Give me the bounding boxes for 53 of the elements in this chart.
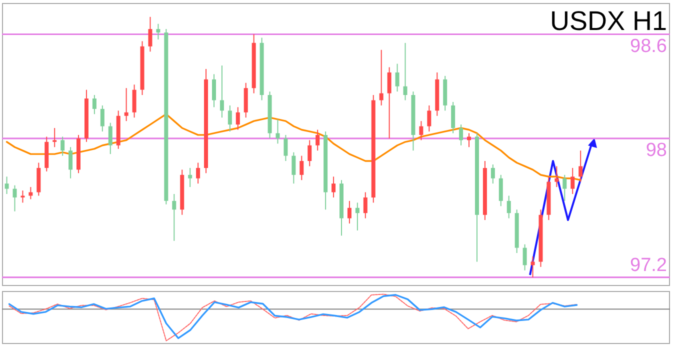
candlestick	[156, 23, 160, 40]
candlestick	[212, 74, 216, 108]
candlestick	[427, 104, 432, 132]
candlestick	[300, 155, 304, 181]
candlestick	[188, 167, 192, 188]
candlestick	[562, 174, 567, 202]
candlestick	[124, 88, 128, 122]
candlestick	[100, 104, 104, 132]
candlestick	[68, 146, 73, 179]
ref-line-label: 98	[646, 140, 667, 162]
candlestick	[28, 186, 33, 200]
candlestick	[52, 128, 57, 148]
candlestick	[284, 134, 288, 162]
candlestick	[228, 104, 232, 132]
candlestick	[148, 16, 152, 52]
candlestick	[12, 184, 17, 212]
candlestick	[419, 120, 424, 141]
candlestick	[578, 150, 583, 182]
ref-line-label: 98.6	[630, 36, 667, 57]
candlestick	[530, 256, 535, 278]
candlestick	[316, 129, 320, 152]
candlestick	[236, 106, 240, 130]
candlestick	[92, 94, 96, 115]
candlestick	[355, 202, 360, 231]
candlestick	[108, 122, 112, 155]
candlestick	[132, 84, 136, 118]
candlestick	[522, 244, 527, 271]
candlestick	[332, 176, 336, 198]
candlestick	[363, 192, 368, 219]
ref-line-label: 97.2	[630, 255, 667, 276]
candlestick	[459, 124, 464, 146]
candlestick	[451, 101, 456, 134]
candlestick	[490, 164, 495, 184]
candlestick	[570, 167, 575, 194]
candlestick	[172, 193, 176, 242]
candlestick	[554, 166, 559, 188]
candlestick	[347, 200, 352, 224]
candlestick	[292, 152, 296, 184]
chart-title: USDX H1	[550, 6, 667, 36]
candlestick	[196, 162, 200, 184]
candlestick	[395, 63, 400, 92]
candlestick	[467, 132, 472, 148]
candlestick	[379, 49, 384, 106]
candlestick	[276, 118, 280, 144]
candlestick	[4, 176, 9, 194]
candlestick	[387, 66, 392, 139]
candlestick	[220, 65, 224, 118]
candlestick	[403, 42, 408, 101]
candlestick	[60, 136, 65, 156]
candlestick	[20, 190, 25, 204]
candlestick	[498, 174, 503, 207]
candlestick	[506, 195, 511, 219]
candlestick	[308, 140, 312, 167]
